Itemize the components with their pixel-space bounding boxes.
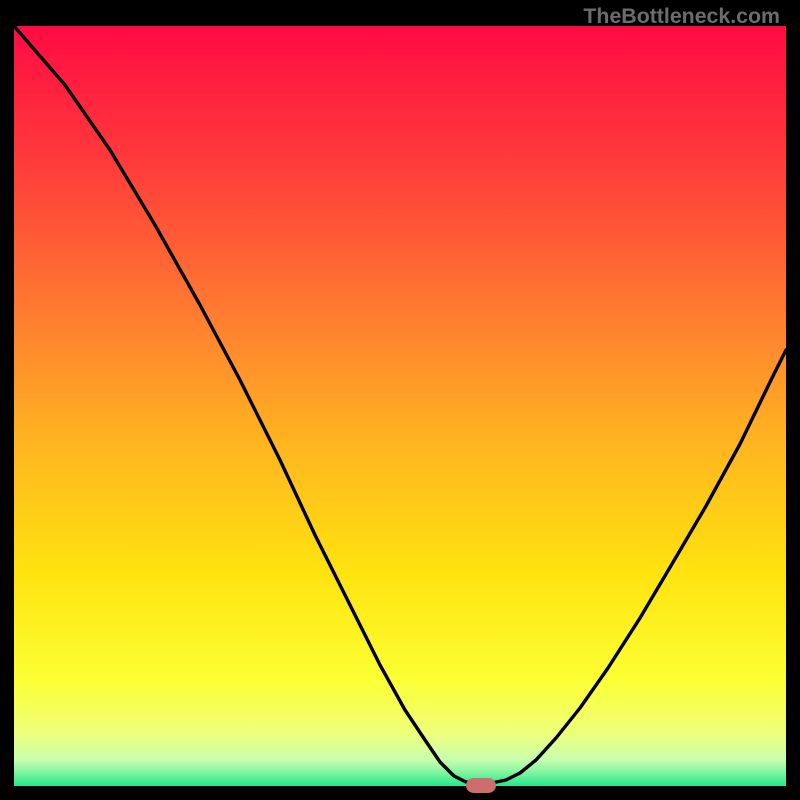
- bottleneck-curve: [14, 26, 786, 786]
- plot-area: [14, 26, 786, 786]
- attribution-text: TheBottleneck.com: [583, 4, 780, 29]
- curve-path: [14, 26, 786, 783]
- optimum-marker: [466, 778, 496, 793]
- chart-frame: TheBottleneck.com: [0, 0, 800, 800]
